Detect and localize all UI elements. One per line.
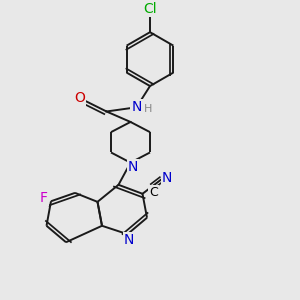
Text: Cl: Cl [143,2,157,16]
Text: C: C [149,186,158,199]
Text: N: N [124,233,134,247]
Text: N: N [162,170,172,184]
Text: F: F [40,191,47,205]
Text: O: O [74,91,85,105]
Text: N: N [131,100,142,114]
Text: N: N [128,160,138,174]
Text: H: H [144,104,152,114]
